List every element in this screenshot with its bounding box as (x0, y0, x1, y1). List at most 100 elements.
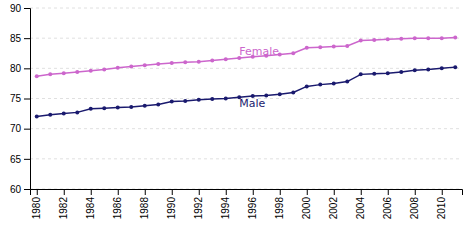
x-tick-mark (91, 189, 92, 195)
x-tick: 1998 (274, 189, 285, 219)
point (170, 100, 174, 104)
x-tick-label: 1986 (112, 197, 123, 220)
point (318, 45, 322, 49)
point (345, 44, 349, 48)
x-tick: 2006 (382, 189, 393, 219)
x-tick-label: 1982 (58, 197, 69, 220)
point (75, 70, 79, 74)
x-tick-mark (172, 189, 173, 195)
x-tick-mark (37, 189, 38, 195)
grid-line (30, 68, 462, 69)
grid-line (30, 128, 462, 129)
y-tick-mark (24, 8, 30, 9)
point (359, 72, 363, 76)
x-tick-label: 2008 (409, 197, 420, 220)
point (278, 92, 282, 96)
point (426, 68, 430, 72)
x-tick-label: 2010 (436, 197, 447, 220)
y-tick-label: 85 (10, 33, 22, 44)
y-axis: 60 65 70 75 80 85 90 (10, 3, 31, 195)
y-tick-mark (24, 68, 30, 69)
point (453, 65, 457, 69)
point (89, 69, 93, 73)
point (305, 84, 309, 88)
point (129, 65, 133, 69)
x-tick: 1980 (31, 189, 42, 219)
x-tick: 1988 (139, 189, 150, 219)
x-tick: 1986 (112, 189, 123, 219)
y-tick-mark (24, 38, 30, 39)
x-tick: 1984 (85, 189, 96, 219)
point (116, 106, 120, 110)
x-tick-mark (415, 189, 416, 195)
x-tick-label: 1980 (31, 197, 42, 220)
y-axis-line (24, 9, 31, 190)
x-tick-label: 2000 (301, 197, 312, 220)
y-tick: 90 (10, 3, 30, 14)
x-tick: 1996 (247, 189, 258, 219)
x-tick-label: 1984 (85, 197, 96, 220)
point (129, 105, 133, 109)
x-tick: 2002 (328, 189, 339, 219)
point (89, 107, 93, 111)
x-tick: 1992 (193, 189, 204, 219)
point (102, 106, 106, 110)
series-line (37, 67, 456, 116)
x-tick-mark (118, 189, 119, 195)
annotations: FemaleMale (239, 45, 279, 110)
point (372, 38, 376, 42)
point (426, 36, 430, 40)
point (183, 60, 187, 64)
x-tick-mark (307, 189, 308, 195)
x-tick-mark (253, 189, 254, 195)
point (197, 98, 201, 102)
x-tick: 1990 (166, 189, 177, 219)
point (143, 63, 147, 67)
y-tick: 60 (10, 184, 30, 195)
grid-line (30, 158, 462, 159)
point (116, 66, 120, 70)
x-tick-label: 1996 (247, 197, 258, 220)
x-tick-mark (388, 189, 389, 195)
x-tick-mark (361, 189, 362, 195)
y-tick-mark (24, 99, 30, 100)
x-tick-mark (199, 189, 200, 195)
point (305, 46, 309, 50)
x-tick-mark (280, 189, 281, 195)
y-tick: 80 (10, 63, 30, 74)
point (62, 112, 66, 116)
x-tick-mark (64, 189, 65, 195)
point (48, 113, 52, 117)
point (35, 115, 39, 119)
point (156, 62, 160, 66)
point (291, 51, 295, 55)
y-tick-label: 60 (10, 184, 22, 195)
point (345, 80, 349, 84)
point (440, 36, 444, 40)
point (359, 39, 363, 43)
x-tick-label: 2004 (355, 197, 366, 220)
x-tick: 2008 (409, 189, 420, 219)
point (224, 97, 228, 101)
y-tick: 65 (10, 154, 30, 165)
point (386, 37, 390, 41)
y-tick-label: 65 (10, 154, 22, 165)
x-axis-line (31, 190, 463, 196)
point (35, 74, 39, 78)
point (156, 103, 160, 107)
y-tick-label: 75 (10, 93, 22, 104)
x-tick: 2004 (355, 189, 366, 219)
x-tick-mark (334, 189, 335, 195)
point (48, 72, 52, 76)
y-tick: 70 (10, 123, 30, 134)
y-tick-mark (24, 159, 30, 160)
point (440, 66, 444, 70)
annotation: Male (239, 97, 265, 110)
x-axis: 1980198219841986198819901992199419961998… (31, 189, 463, 219)
point (183, 99, 187, 103)
grid (30, 8, 462, 189)
x-tick-label: 1988 (139, 197, 150, 220)
point (399, 37, 403, 41)
point (332, 45, 336, 49)
x-tick: 1982 (58, 189, 69, 219)
